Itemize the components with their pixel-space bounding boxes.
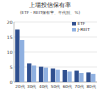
bar (39, 67, 43, 82)
subtitle: (ETF・REIT保有率、年代別、%) (20, 10, 81, 15)
bar (44, 68, 48, 82)
y-tick-label: 10 (7, 50, 13, 55)
bar (32, 66, 36, 83)
x-tick-label: 40代 (39, 84, 48, 89)
grid-line (14, 37, 97, 38)
x-tick-label: 60代 (63, 84, 72, 89)
grid-line (14, 52, 97, 53)
bar (56, 70, 60, 82)
legend-swatch (72, 22, 76, 26)
y-tick-label: 15 (7, 35, 13, 40)
y-tick-label: 20 (7, 20, 13, 25)
x-tick-label: 70代 (75, 84, 84, 89)
x-tick-label: 50代 (51, 84, 60, 89)
chart: 上場投信保有率 (ETF・REIT保有率、年代別、%) 0 5 10 15 20 20代30代… (0, 0, 100, 100)
x-tick-label: 80代 (86, 84, 95, 89)
bars (15, 30, 95, 83)
grid-line (14, 67, 97, 68)
y-tick-label: 0 (10, 80, 13, 85)
x-tick-label: 30代 (27, 84, 36, 89)
bar (86, 72, 90, 82)
bar (74, 71, 78, 82)
legend-label: J-REIT (77, 27, 91, 32)
legend-swatch (72, 28, 76, 32)
title: 上場投信保有率 (29, 1, 71, 8)
bar (63, 70, 67, 82)
bar (20, 40, 24, 82)
bar (91, 74, 95, 82)
legend-label: ETF (78, 21, 86, 26)
x-tick-label: 20代 (15, 84, 24, 89)
bar (79, 73, 83, 82)
y-axis (14, 22, 15, 82)
bar (67, 72, 71, 83)
bar (15, 30, 19, 83)
bar (27, 63, 31, 82)
bar (51, 69, 55, 83)
y-tick-label: 5 (10, 65, 13, 70)
